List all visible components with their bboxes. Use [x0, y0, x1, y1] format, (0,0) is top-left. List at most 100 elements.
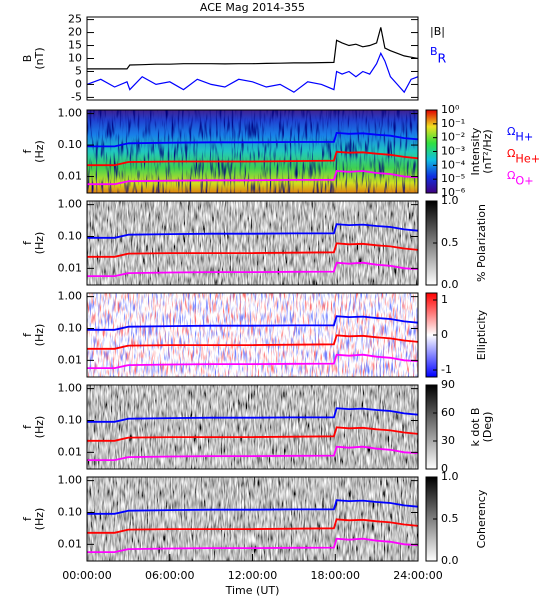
- colorbar-tick-label: 0.5: [441, 236, 459, 249]
- data-line: [87, 150, 418, 167]
- y-tick-label: 15: [68, 39, 82, 52]
- y-tick-label: 0.01: [58, 261, 83, 274]
- y-tick-label: 25: [68, 13, 82, 26]
- frame: [86, 292, 419, 378]
- x-tick-label: 06:00:00: [145, 569, 194, 582]
- data-line: [87, 242, 418, 258]
- panel: 1.00 0.10 0.01 f (Hz) 90 60 30 0 k dot B (Deg): [21, 378, 494, 475]
- data-line: [87, 261, 418, 277]
- data-line: [87, 407, 418, 423]
- colorbar-label: (nT²/Hz): [481, 129, 494, 173]
- colorbar-tick-label: 0.5: [441, 512, 459, 525]
- y-axis-label: (Hz): [33, 140, 46, 163]
- colorbar-tick-label: 10⁻⁴: [441, 158, 466, 171]
- legend-label: ΩH+: [507, 125, 533, 144]
- plot-area: [87, 385, 418, 469]
- colorbar-label: k dot B: [469, 408, 482, 447]
- y-tick-label: -5: [71, 90, 82, 103]
- y-axis-label: (Hz): [33, 508, 46, 531]
- y-tick-label: 0.01: [58, 353, 83, 366]
- y-tick-label: 0.10: [58, 138, 83, 151]
- y-axis-label: (Hz): [33, 324, 46, 347]
- legend-label: ΩHe+: [507, 147, 540, 166]
- y-tick-label: 20: [68, 26, 82, 39]
- data-line: [87, 445, 418, 461]
- y-axis-label: B: [21, 55, 34, 63]
- x-tick-label: 00:00:00: [62, 569, 111, 582]
- plot-area: [87, 27, 418, 94]
- colorbar-tick-label: -1: [441, 363, 452, 376]
- y-tick-label: 1.00: [58, 382, 83, 395]
- plot-area: [87, 201, 418, 285]
- colorbar-label: Coherency: [475, 489, 488, 548]
- colorbar-tick-label: 0: [441, 328, 448, 341]
- data-line: [87, 334, 418, 350]
- colorbar-tick-label: 10⁻⁶: [441, 186, 466, 199]
- y-tick-label: 0.01: [58, 170, 83, 183]
- frame: [86, 16, 419, 101]
- colorbar-tick-label: 10⁻⁵: [441, 172, 465, 185]
- data-line: [87, 426, 418, 442]
- y-tick-label: 1.00: [58, 474, 83, 487]
- colorbar-label: % Polarization: [475, 204, 488, 282]
- x-tick-label: 18:00:00: [311, 569, 360, 582]
- plot-area: [87, 293, 418, 377]
- data-line: [87, 315, 418, 331]
- data-line: [87, 51, 418, 94]
- legend-label: |B|: [430, 25, 445, 38]
- y-tick-label: 0.01: [58, 537, 83, 550]
- colorbar-tick-label: 10⁻¹: [441, 117, 465, 130]
- colorbar-label: Ellipticity: [475, 309, 488, 360]
- panel: 1.00 0.10 0.01 f (Hz) 1.0 0.5 0.0 Coherency 00:00…: [21, 470, 488, 597]
- y-axis-label: f: [21, 148, 34, 153]
- colorbar-tick-label: 60: [441, 406, 455, 419]
- frame: [86, 109, 419, 194]
- colorbar-tick-label: 1: [441, 293, 448, 306]
- chart-title: ACE Mag 2014-355: [200, 1, 305, 14]
- y-axis-label: f: [21, 240, 34, 245]
- y-tick-label: 0.10: [58, 321, 83, 334]
- data-line: [87, 223, 418, 239]
- colorbar-label: Intensity: [469, 127, 482, 175]
- data-line: [87, 353, 418, 369]
- y-axis-label: (nT): [33, 47, 46, 69]
- y-tick-label: 0.10: [58, 229, 83, 242]
- panel: 1.00 0.10 0.01 f (Hz) 1 0 -1 Ellipticity: [21, 290, 488, 378]
- y-axis-label: (Hz): [33, 232, 46, 255]
- colorbar-tick-label: 0.0: [441, 554, 459, 567]
- y-tick-label: 5: [75, 64, 82, 77]
- y-tick-label: 10: [68, 52, 82, 65]
- frame: [86, 200, 419, 286]
- legend-label: ΩO+: [507, 169, 534, 188]
- data-line: [87, 27, 418, 70]
- colorbar-tick-label: 30: [441, 434, 455, 447]
- colorbar-tick-label: 1.0: [441, 470, 459, 483]
- plot-area: [87, 110, 418, 193]
- data-line: [87, 131, 418, 148]
- colorbar-tick-label: 10⁻³: [441, 145, 465, 158]
- legend-label: BR: [430, 45, 447, 65]
- y-tick-label: 1.00: [58, 107, 83, 120]
- panel: 1.000.100.01f (Hz)ΩH+ΩHe+ΩO+10⁰10⁻¹10⁻²10…: [21, 103, 540, 199]
- colorbar: [425, 384, 438, 470]
- data-line: [87, 518, 418, 534]
- colorbar-tick-label: 1.0: [441, 194, 459, 207]
- data-line: [87, 499, 418, 515]
- y-tick-label: 1.00: [58, 198, 83, 211]
- x-axis-label: Time (UT): [225, 584, 280, 597]
- colorbar-tick-label: 10⁻²: [441, 131, 465, 144]
- y-tick-label: 1.00: [58, 290, 83, 303]
- y-tick-label: 0.01: [58, 445, 83, 458]
- y-tick-label: 0: [75, 77, 82, 90]
- x-tick-label: 24:00:00: [393, 569, 442, 582]
- y-axis-label: (Hz): [33, 416, 46, 439]
- x-tick-label: 12:00:00: [228, 569, 277, 582]
- colorbar-tick-label: 0.0: [441, 278, 459, 291]
- plot-area: [87, 477, 418, 561]
- data-line: [87, 170, 418, 186]
- y-tick-label: 0.10: [58, 413, 83, 426]
- y-axis-label: f: [21, 424, 34, 429]
